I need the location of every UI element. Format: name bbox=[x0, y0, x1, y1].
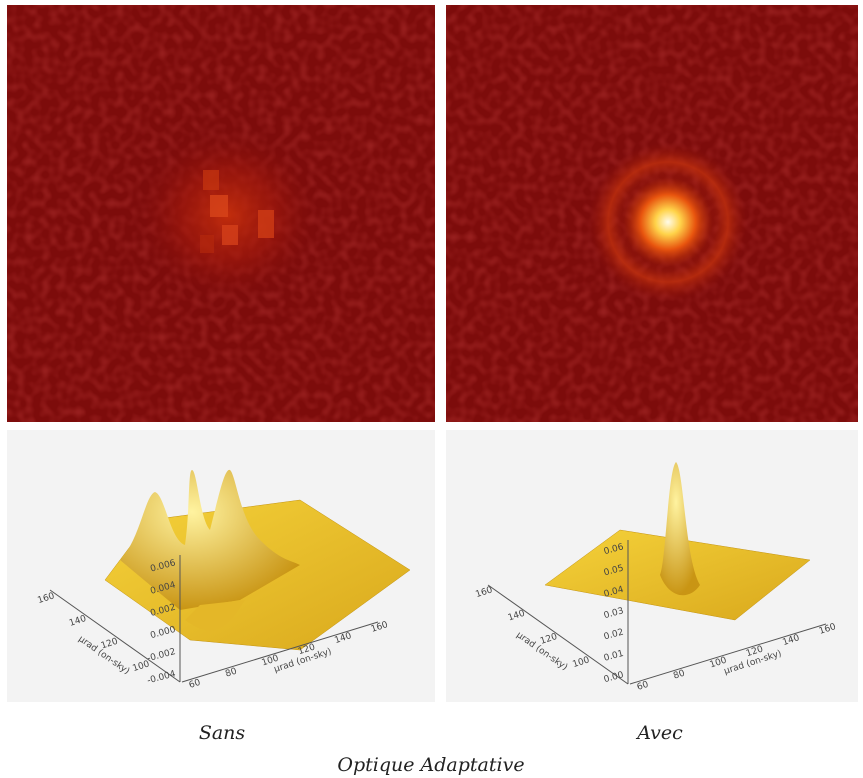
figure: 0.0060.0040.0020.000-0.002-0.00460801001… bbox=[0, 0, 863, 778]
caption-left: Sans bbox=[199, 722, 246, 744]
image-without-ao bbox=[7, 5, 435, 422]
image-with-ao bbox=[446, 5, 858, 422]
caption-right: Avec bbox=[635, 722, 683, 744]
caption-title: Optique Adaptative bbox=[337, 754, 524, 776]
